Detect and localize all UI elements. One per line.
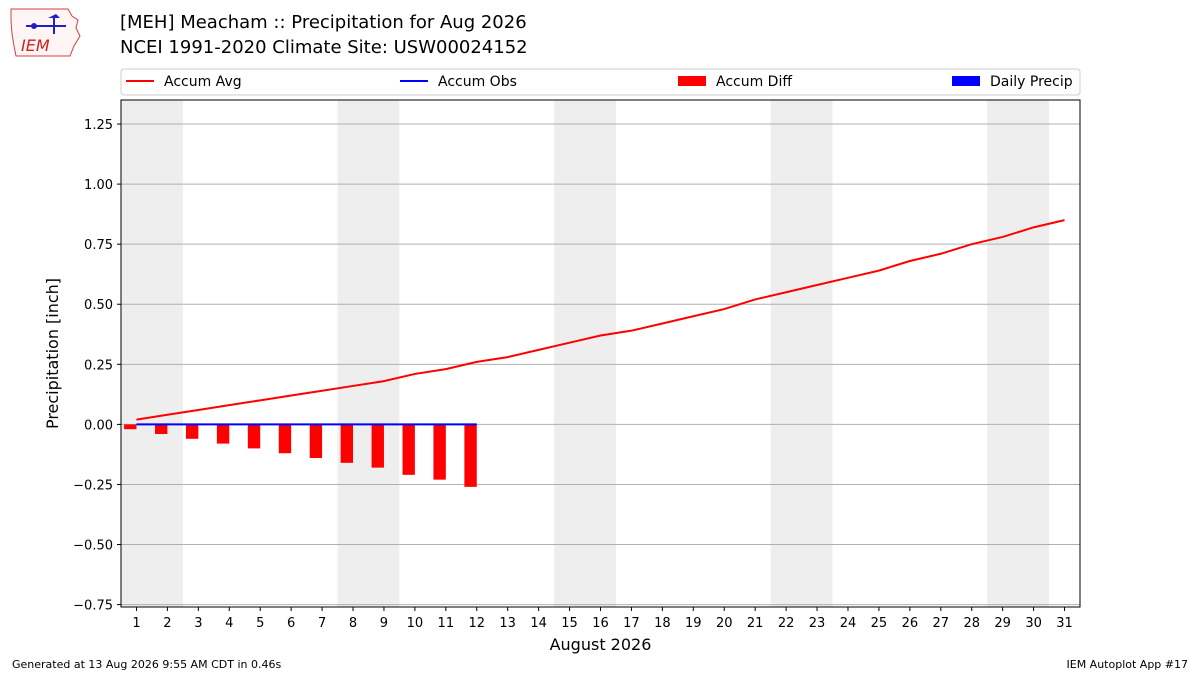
weekend-band (337, 100, 400, 607)
x-tick-label: 11 (438, 616, 455, 631)
accum-diff-bar (247, 424, 261, 449)
x-tick-label: 25 (871, 616, 888, 631)
accum-diff-bar (124, 424, 137, 430)
x-tick-label: 8 (349, 616, 357, 631)
x-tick-label: 12 (468, 616, 485, 631)
legend-label-daily-precip: Daily Precip (990, 74, 1073, 90)
accum-diff-bar (433, 424, 446, 480)
iem-logo-graphic: IEM (10, 8, 81, 57)
x-tick-label: 28 (963, 616, 980, 631)
accum-diff-bar (340, 424, 354, 463)
x-axis-label: August 2026 (550, 635, 652, 654)
x-tick-label: 31 (1056, 616, 1073, 631)
y-tick-label: 0.75 (84, 238, 113, 253)
autoplot-app-label: IEM Autoplot App #17 (1066, 658, 1189, 671)
series-lines (136, 219, 1065, 426)
y-tick-label: 0.50 (84, 298, 113, 313)
legend-swatch-daily-precip (952, 76, 980, 86)
y-axis-label: Precipitation [inch] (43, 278, 62, 429)
x-tick-label: 10 (407, 616, 424, 631)
x-tick-label: 19 (685, 616, 702, 631)
x-tick-label: 18 (654, 616, 671, 631)
y-tick-label: −0.75 (73, 599, 113, 614)
accum-diff-bar (278, 424, 292, 454)
iem-logo: IEM (8, 6, 82, 60)
y-tick-label: 0.25 (84, 358, 113, 373)
weekend-band (770, 100, 833, 607)
y-tick-label: 0.00 (84, 418, 113, 433)
x-axis: 1 2 3 4 5 6 7 8 9 10 11 12 13 14 15 16 17 18 19 20 21 22 23 24 2… (132, 607, 1073, 631)
generated-timestamp: Generated at 13 Aug 2026 9:55 AM CDT in … (12, 658, 282, 671)
x-tick-label: 5 (256, 616, 264, 631)
accum-diff-bar (185, 424, 199, 439)
legend-frame (120, 68, 1081, 96)
x-tick-label: 24 (840, 616, 857, 631)
accum-diff-bar (309, 424, 323, 459)
x-tick-label: 14 (530, 616, 547, 631)
weekend-bands (121, 100, 1050, 607)
accum-diff-bar (371, 424, 384, 468)
x-tick-label: 2 (163, 616, 171, 631)
weekend-band (554, 100, 616, 607)
weekend-band (121, 100, 183, 607)
legend: Accum Avg Accum Obs Accum Diff Daily Precip (120, 68, 1081, 96)
x-tick-label: 16 (592, 616, 609, 631)
legend-swatch-accum-diff (678, 76, 706, 86)
gridlines (121, 123, 1080, 606)
x-tick-label: 17 (623, 616, 640, 631)
x-tick-label: 6 (287, 616, 295, 631)
x-tick-label: 3 (194, 616, 202, 631)
accum-diff-bar (216, 424, 230, 444)
x-tick-label: 13 (499, 616, 516, 631)
x-tick-label: 21 (747, 616, 764, 631)
x-tick-label: 20 (716, 616, 733, 631)
accum-diff-bar (155, 424, 168, 434)
accum-avg-line (136, 219, 1065, 421)
x-tick-label: 22 (778, 616, 795, 631)
x-tick-label: 4 (225, 616, 233, 631)
x-tick-label: 27 (933, 616, 950, 631)
legend-label-accum-avg: Accum Avg (164, 74, 242, 90)
y-tick-label: 1.25 (84, 118, 113, 133)
x-tick-label: 26 (902, 616, 919, 631)
x-tick-label: 15 (561, 616, 578, 631)
x-tick-label: 29 (994, 616, 1011, 631)
y-tick-label: 1.00 (84, 178, 113, 193)
legend-label-accum-diff: Accum Diff (716, 74, 792, 90)
y-axis: −0.75 −0.50 −0.25 0.00 0.25 0.50 0.75 1.00 1.25 (73, 118, 121, 614)
accum-diff-bar (464, 424, 477, 487)
x-tick-label: 7 (318, 616, 326, 631)
x-tick-label: 1 (132, 616, 140, 631)
x-tick-label: 23 (809, 616, 826, 631)
accum-diff-bars (124, 424, 477, 487)
x-tick-label: 30 (1025, 616, 1042, 631)
logo-text: IEM (21, 36, 50, 55)
accum-diff-bar (402, 424, 415, 475)
x-tick-label: 9 (380, 616, 388, 631)
y-tick-label: −0.50 (73, 539, 113, 554)
weekend-band (987, 100, 1050, 607)
chart-subtitle: NCEI 1991-2020 Climate Site: USW00024152 (120, 37, 528, 58)
y-tick-label: −0.25 (73, 478, 113, 493)
legend-label-accum-obs: Accum Obs (438, 74, 517, 90)
chart-title: [MEH] Meacham :: Precipitation for Aug 2… (120, 12, 527, 33)
